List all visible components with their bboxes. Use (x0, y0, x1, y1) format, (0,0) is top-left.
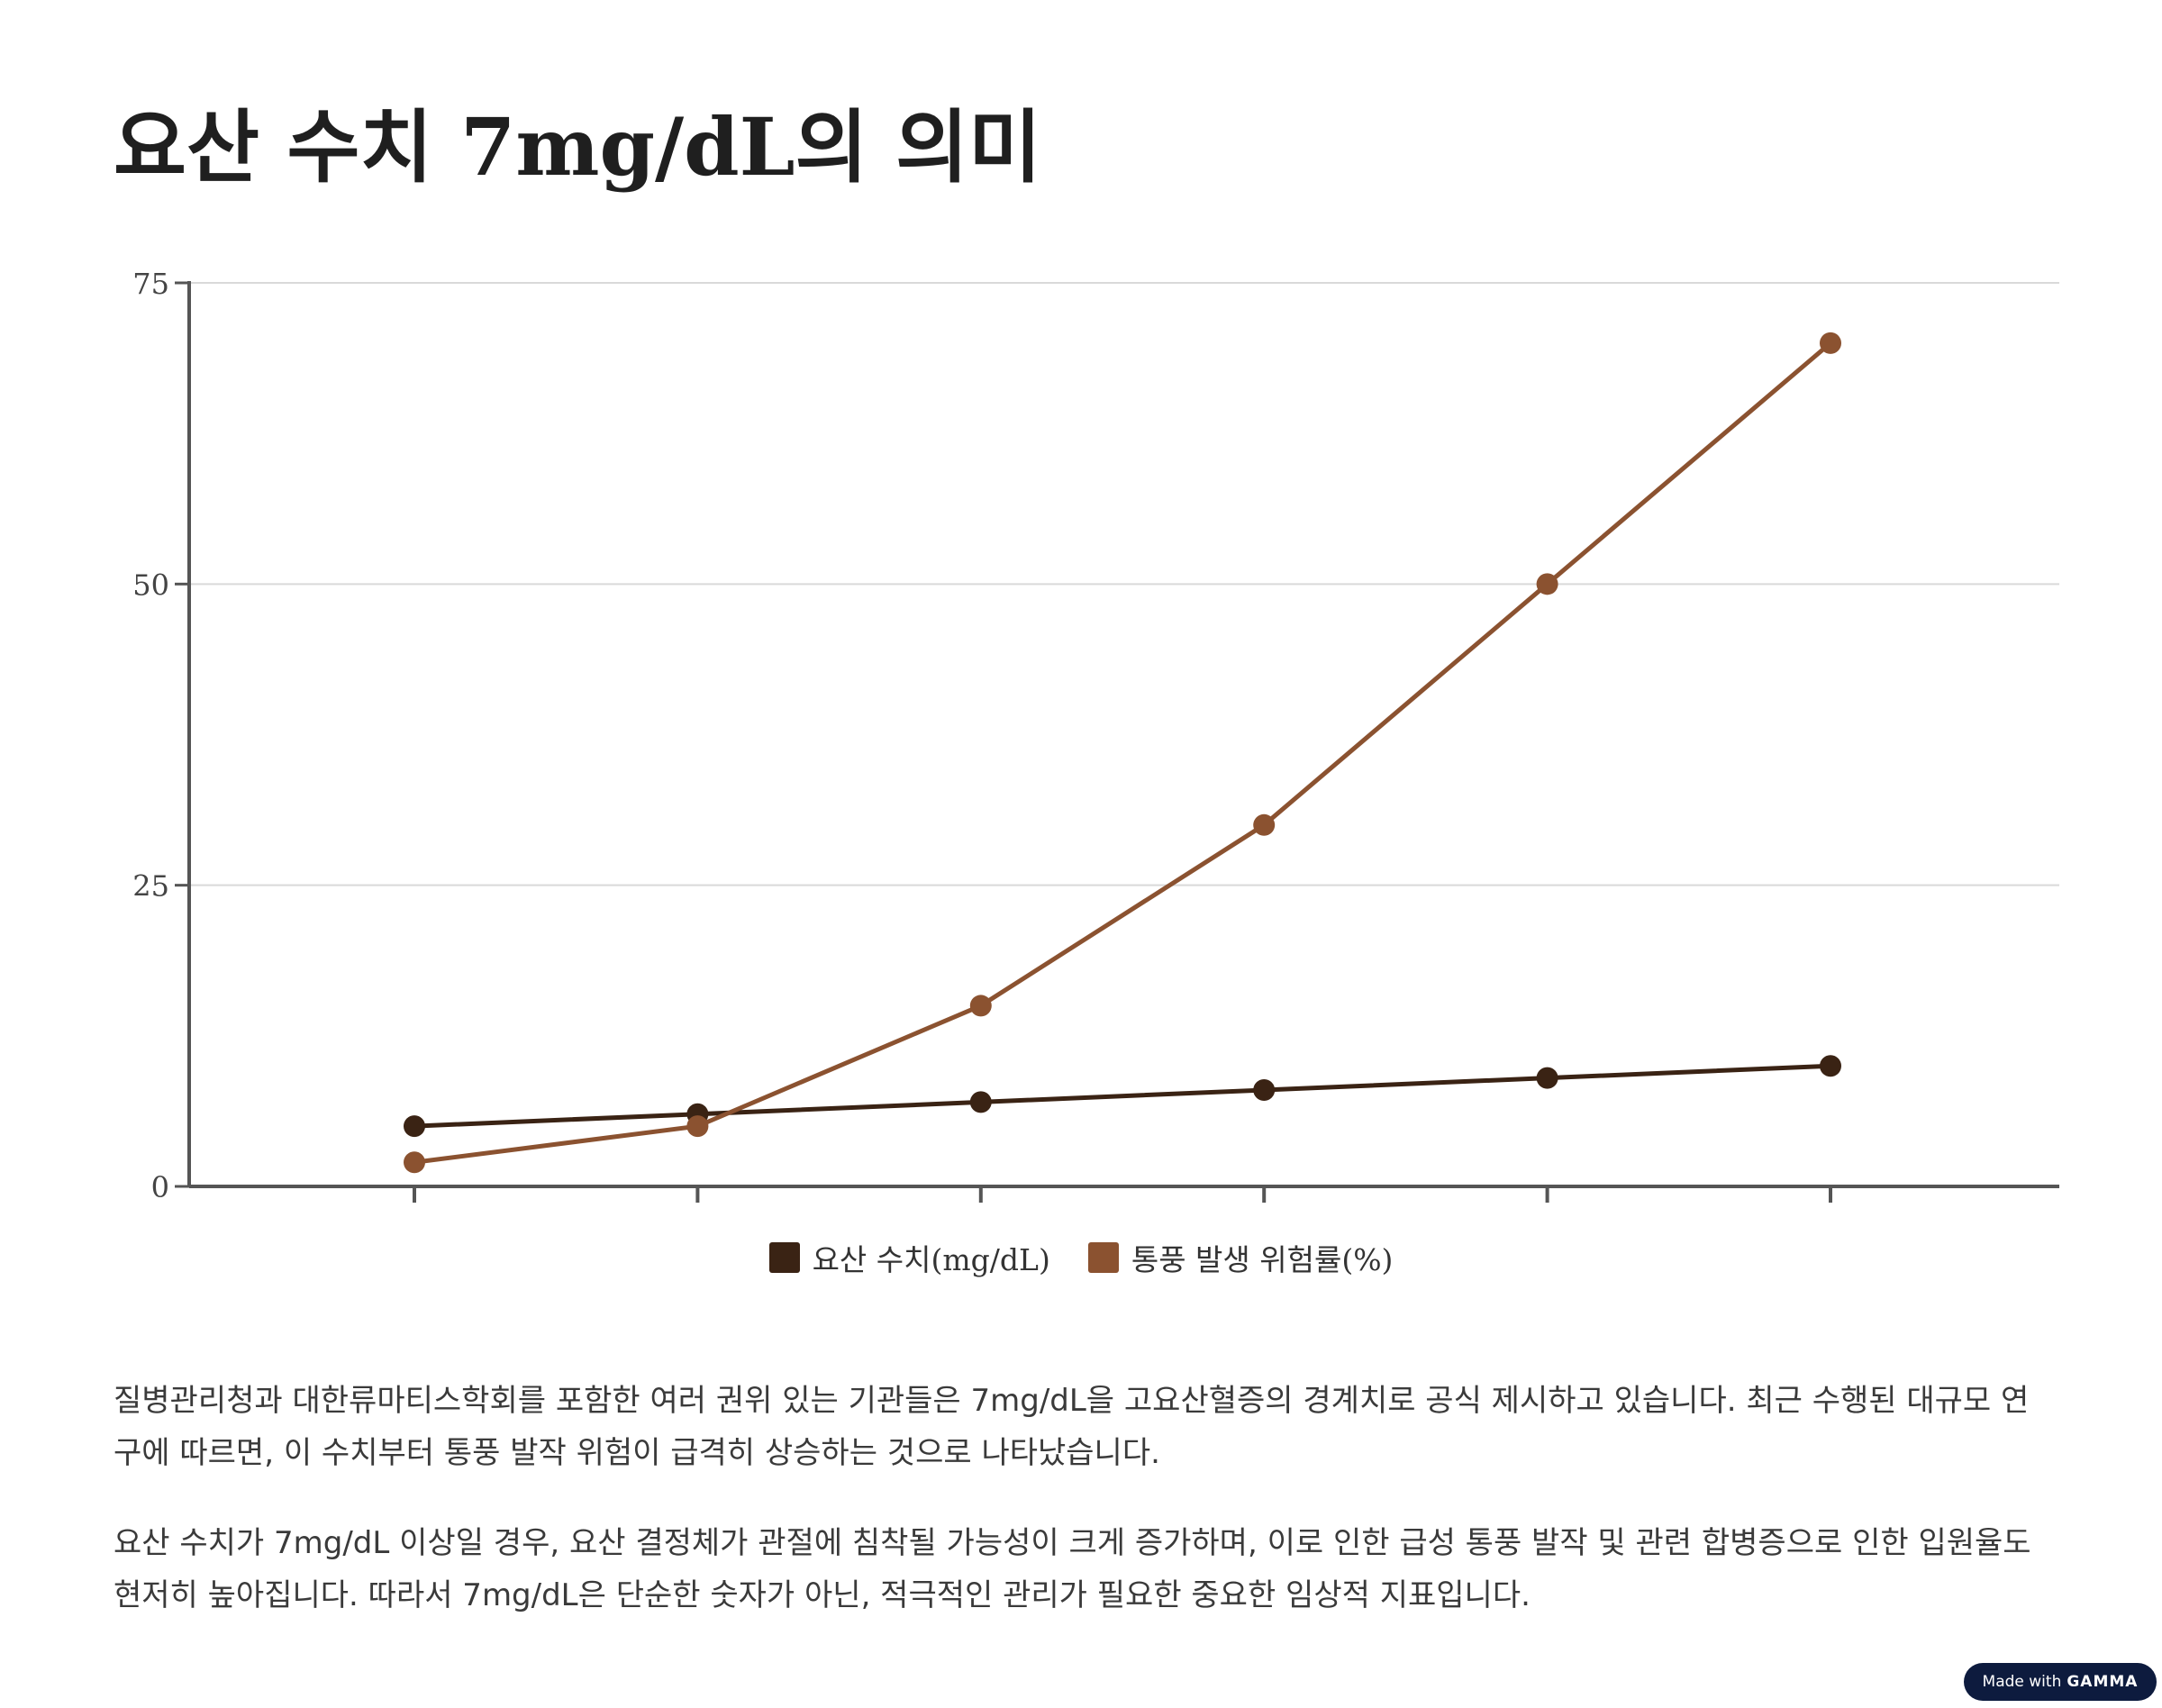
chart-legend: 요산 수치(mg/dL) 통풍 발생 위험률(%) (0, 1236, 2162, 1279)
badge-prefix: Made with (1982, 1673, 2062, 1691)
series-0-point-4 (1536, 1067, 1558, 1089)
paragraph-1: 질병관리청과 대한류마티스학회를 포함한 여러 권위 있는 기관들은 7mg/d… (114, 1383, 2030, 1471)
series-line-1 (413, 341, 1832, 1165)
series-1-point-0 (404, 1151, 425, 1174)
y-tick-label-50: 50 (132, 568, 169, 602)
y-tick-label-75: 75 (132, 267, 169, 301)
series-1-point-5 (1820, 332, 1841, 354)
y-tick-label-25: 25 (132, 869, 169, 904)
legend-swatch-uric-acid (768, 1242, 800, 1273)
series-1-point-4 (1536, 573, 1558, 595)
legend-item-gout-risk[interactable]: 통풍 발생 위험률(%) (1087, 1236, 1394, 1279)
legend-label-gout-risk: 통풍 발생 위험률(%) (1131, 1242, 1394, 1277)
series-1-point-1 (686, 1115, 709, 1138)
paragraph-2: 요산 수치가 7mg/dL 이상일 경우, 요산 결정체가 관절에 침착될 가능… (114, 1525, 2031, 1613)
series-0-point-5 (1820, 1055, 1841, 1077)
series-0-point-3 (1253, 1079, 1276, 1102)
page-title: 요산 수치 7mg/dL의 의미 (114, 100, 1042, 194)
series-line-0 (413, 1063, 1831, 1129)
legend-swatch-gout-risk (1087, 1242, 1119, 1273)
badge-brand: GAMMA (2067, 1673, 2139, 1691)
series-1-point-2 (969, 995, 992, 1017)
line-chart: 0 25 50 75 (132, 267, 2059, 1204)
made-with-gamma-badge[interactable]: Made with GAMMA (1964, 1663, 2157, 1701)
series-0-point-0 (404, 1115, 425, 1138)
y-tick-label-0: 0 (151, 1170, 169, 1204)
legend-label-uric-acid: 요산 수치(mg/dL) (812, 1242, 1050, 1277)
series-1-point-3 (1253, 813, 1276, 836)
legend-item-uric-acid[interactable]: 요산 수치(mg/dL) (768, 1236, 1050, 1279)
series-0-point-2 (969, 1091, 992, 1113)
